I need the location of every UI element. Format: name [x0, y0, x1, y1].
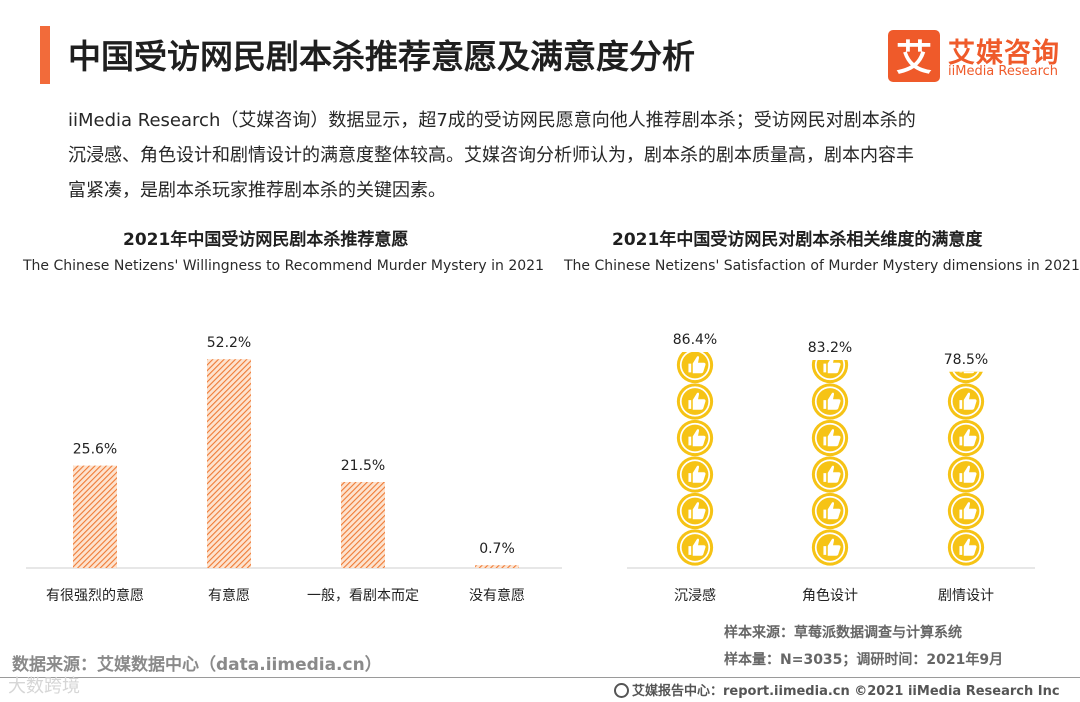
- copyright-text: 艾媒报告中心：report.iimedia.cn ©2021 iiMedia R…: [632, 684, 1060, 699]
- sample-size: 样本量：N=3035；调研时间：2021年9月: [724, 652, 1004, 668]
- chart2-plot: 86.4% 沉浸感 83.2% 角色设计 78.5% 剧情设计: [627, 310, 1035, 604]
- thumbs-up-icon: [947, 456, 985, 493]
- chart2-icon-column: [676, 352, 714, 566]
- thumbs-up-icon: [676, 529, 714, 566]
- chart1-bar: [475, 565, 519, 568]
- chart1-value-label: 21.5%: [341, 458, 385, 474]
- intro-line: 沉浸感、角色设计和剧情设计的满意度整体较高。艾媒咨询分析师认为，剧本杀的剧本质量…: [68, 145, 914, 166]
- chart1-title: 2021年中国受访网民剧本杀推荐意愿: [123, 230, 409, 250]
- chart1-bar: [207, 359, 251, 568]
- chart1-subtitle: The Chinese Netizens' Willingness to Rec…: [23, 258, 544, 274]
- chart2-title: 2021年中国受访网民对剧本杀相关维度的满意度: [612, 230, 983, 250]
- chart1-bar: [341, 482, 385, 568]
- thumbs-up-icon: [676, 352, 714, 384]
- chart1-bar: [73, 465, 117, 568]
- chart1-category-label: 有很强烈的意愿: [46, 587, 144, 604]
- thumbs-up-icon: [947, 492, 985, 530]
- logo-english-name: iiMedia Research: [948, 64, 1059, 79]
- watermark: 大数跨境: [8, 676, 80, 697]
- thumbs-up-icon: [676, 492, 714, 530]
- chart2-value-label: 78.5%: [944, 352, 988, 368]
- thumbs-up-icon: [676, 383, 714, 420]
- page-title: 中国受访网民剧本杀推荐意愿及满意度分析: [68, 37, 695, 76]
- copyright-line: 艾媒报告中心：report.iimedia.cn ©2021 iiMedia R…: [614, 680, 1060, 699]
- thumbs-up-icon: [947, 529, 985, 566]
- chart2-icon-column: [947, 310, 985, 566]
- thumbs-up-icon: [948, 310, 984, 346]
- chart1-category-label: 有意愿: [208, 587, 250, 604]
- chart1-plot: 25.6% 有很强烈的意愿 52.2% 有意愿 21.5% 一般，看剧本而定 0.7% 没有意…: [26, 335, 562, 604]
- thumbs-up-icon: [947, 383, 985, 420]
- logo-mark-icon: 艾: [888, 30, 940, 82]
- sample-source: 样本来源：草莓派数据调查与计算系统: [724, 625, 962, 641]
- thumbs-up-icon: [676, 456, 714, 493]
- chart1-value-label: 52.2%: [207, 335, 251, 351]
- logo-mark-text: 艾: [896, 38, 932, 79]
- intro-line: iiMedia Research（艾媒咨询）数据显示，超7成的受访网民愿意向他人…: [68, 110, 916, 131]
- thumbs-up-icon: [811, 492, 849, 530]
- intro-paragraph: iiMedia Research（艾媒咨询）数据显示，超7成的受访网民愿意向他人…: [68, 103, 1048, 208]
- chart2-value-label: 83.2%: [808, 340, 852, 356]
- thumbs-up-icon: [811, 383, 849, 420]
- chart1-value-label: 0.7%: [479, 541, 515, 557]
- chart2-value-label: 86.4%: [673, 332, 717, 348]
- intro-line: 富紧凑，是剧本杀玩家推荐剧本杀的关键因素。: [68, 180, 446, 201]
- globe-icon: [614, 683, 629, 698]
- logo-chinese-name: 艾媒咨询: [948, 38, 1060, 69]
- thumbs-up-icon: [947, 419, 985, 457]
- chart1-category-label: 没有意愿: [469, 587, 525, 604]
- data-source: 数据来源：艾媒数据中心（data.iimedia.cn）: [12, 655, 382, 675]
- iimedia-logo: 艾 艾媒咨询 iiMedia Research: [888, 30, 1068, 84]
- chart2-subtitle: The Chinese Netizens' Satisfaction of Mu…: [564, 258, 1080, 274]
- chart2-category-label: 剧情设计: [938, 588, 994, 604]
- title-accent-bar: [40, 26, 50, 84]
- chart2-category-label: 角色设计: [802, 587, 858, 604]
- footer-divider: [0, 677, 1080, 678]
- chart1-category-label: 一般，看剧本而定: [307, 588, 419, 604]
- thumbs-up-icon: [811, 529, 849, 566]
- thumbs-up-icon: [811, 456, 849, 493]
- chart2-category-label: 沉浸感: [674, 587, 716, 604]
- chart1-value-label: 25.6%: [73, 442, 117, 458]
- thumbs-up-icon: [811, 419, 849, 457]
- thumbs-up-icon: [676, 419, 714, 457]
